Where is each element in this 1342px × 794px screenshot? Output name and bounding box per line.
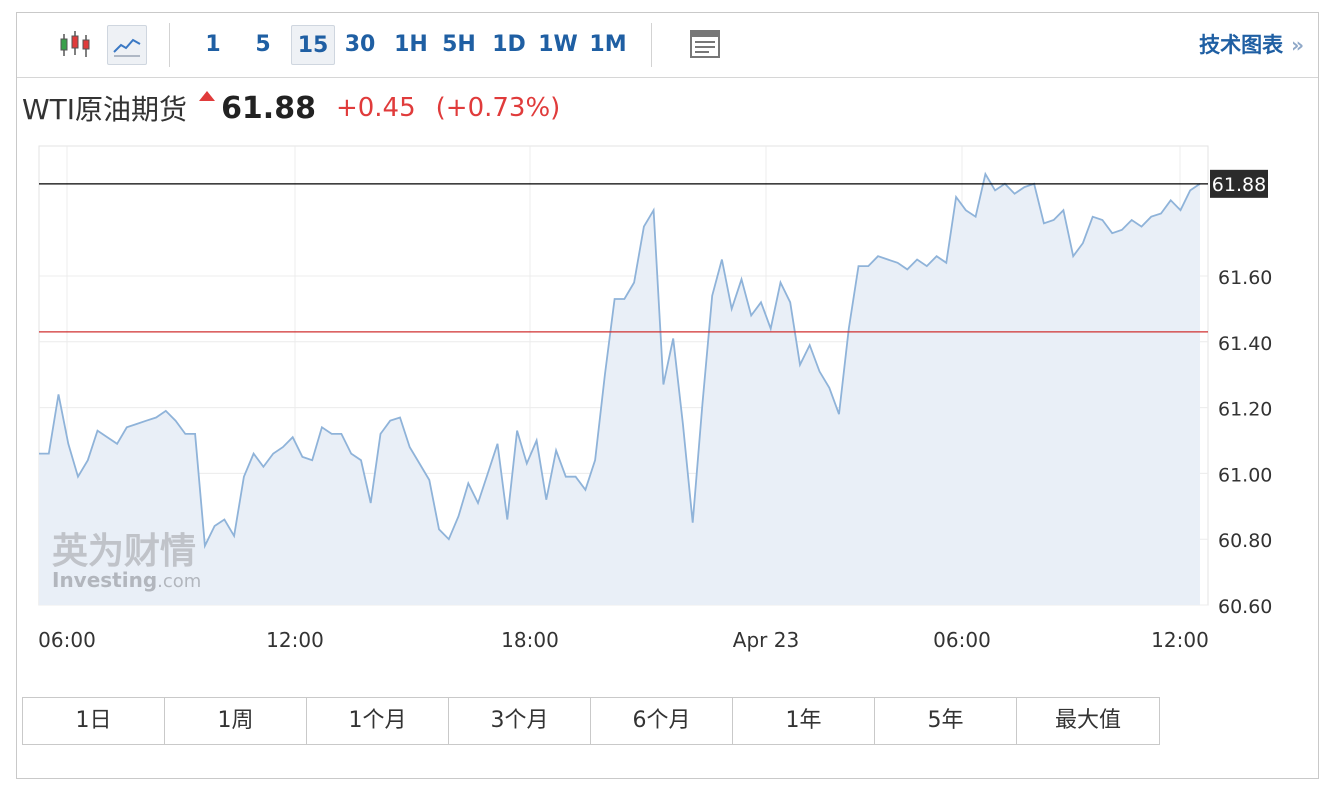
x-tick-label: Apr 23 [733,628,799,652]
toolbar-separator [651,23,652,67]
y-tick-label: 61.60 [1218,267,1272,289]
candlestick-chart-icon[interactable] [55,25,95,65]
x-tick-label: 12:00 [1151,628,1209,652]
interval-1d[interactable]: 1D [492,32,526,57]
y-tick-label: 61.00 [1218,464,1272,486]
price-change-percent: (+0.73%) [435,93,561,123]
range-button-7[interactable]: 最大值 [1054,708,1121,733]
y-tick-label: 61.40 [1218,333,1272,355]
table-view-icon[interactable] [685,25,725,65]
range-button-4[interactable]: 6个月 [591,698,733,744]
toolbar-separator [169,23,170,67]
x-tick-label: 18:00 [501,628,559,652]
interval-1m[interactable]: 1M [589,32,627,57]
y-tick-label: 60.60 [1218,596,1272,618]
interval-1h[interactable]: 1H [394,32,428,57]
y-tick-label: 61.20 [1218,399,1272,421]
range-button-3[interactable]: 3个月 [449,698,591,744]
x-tick-label: 12:00 [266,628,324,652]
interval-1[interactable]: 1 [205,32,221,57]
interval-5[interactable]: 5 [255,32,271,57]
investing-watermark: 英为财情 Investing.com [52,522,201,592]
interval-5h[interactable]: 5H [442,32,476,57]
x-tick-label: 06:00 [38,628,96,652]
range-button-2[interactable]: 1个月 [307,698,449,744]
interval-30[interactable]: 30 [344,32,376,57]
watermark-cn: 英为财情 [52,531,197,572]
range-button-6[interactable]: 5年 [875,698,1017,744]
technical-chart-link[interactable]: 技术图表 » [1199,25,1304,65]
current-price-badge [1210,169,1268,198]
y-tick-label: 60.80 [1218,530,1272,552]
interval-15[interactable]: 15 [291,25,335,65]
chart-toolbar: 1 5 15 30 1H 5H 1D 1W 1M 技术图表» [17,13,1318,78]
watermark-brand: Investing [52,568,158,592]
interval-1w[interactable]: 1W [538,32,578,57]
instrument-name: WTI原油期货 [22,93,188,126]
up-arrow-icon [199,91,216,101]
range-button-1[interactable]: 1周 [165,698,307,744]
line-chart-icon[interactable] [107,25,147,65]
last-price: 61.88 [221,90,316,126]
current-price-label: 61.88 [1212,174,1266,196]
price-area-fill [39,174,1200,605]
range-button-0[interactable]: 1日 [23,698,165,744]
quote-header: WTI原油期货 61.88 +0.45 (+0.73%) [22,88,560,128]
chevron-right-icon: » [1291,33,1304,57]
time-range-selector: 1日 1周 1个月 3个月 6个月 1年 5年 最大值 [22,697,1160,745]
watermark-en: Investing.com [52,568,201,592]
price-line [39,171,1201,550]
price-chart[interactable]: 60.60 60.80 61.00 61.20 61.40 61.60 06:00 12:00… [0,0,1342,700]
watermark-suffix: .com [157,571,202,592]
range-button-5[interactable]: 1年 [733,698,875,744]
x-tick-label: 06:00 [933,628,991,652]
technical-chart-label: 技术图表 [1199,33,1284,57]
price-change: +0.45 [335,93,416,123]
